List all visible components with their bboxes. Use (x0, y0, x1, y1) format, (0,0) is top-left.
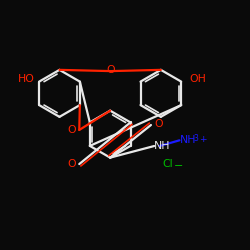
Text: NH: NH (180, 135, 196, 145)
Text: HO: HO (18, 74, 34, 84)
Text: Cl: Cl (162, 159, 173, 169)
Text: O: O (68, 159, 76, 169)
Text: +: + (199, 134, 206, 143)
Text: 3: 3 (194, 134, 198, 143)
Text: O: O (106, 65, 115, 75)
Text: −: − (174, 161, 183, 171)
Text: OH: OH (189, 74, 206, 84)
Text: O: O (154, 119, 162, 129)
Text: NH: NH (154, 141, 171, 151)
Text: O: O (67, 125, 76, 135)
